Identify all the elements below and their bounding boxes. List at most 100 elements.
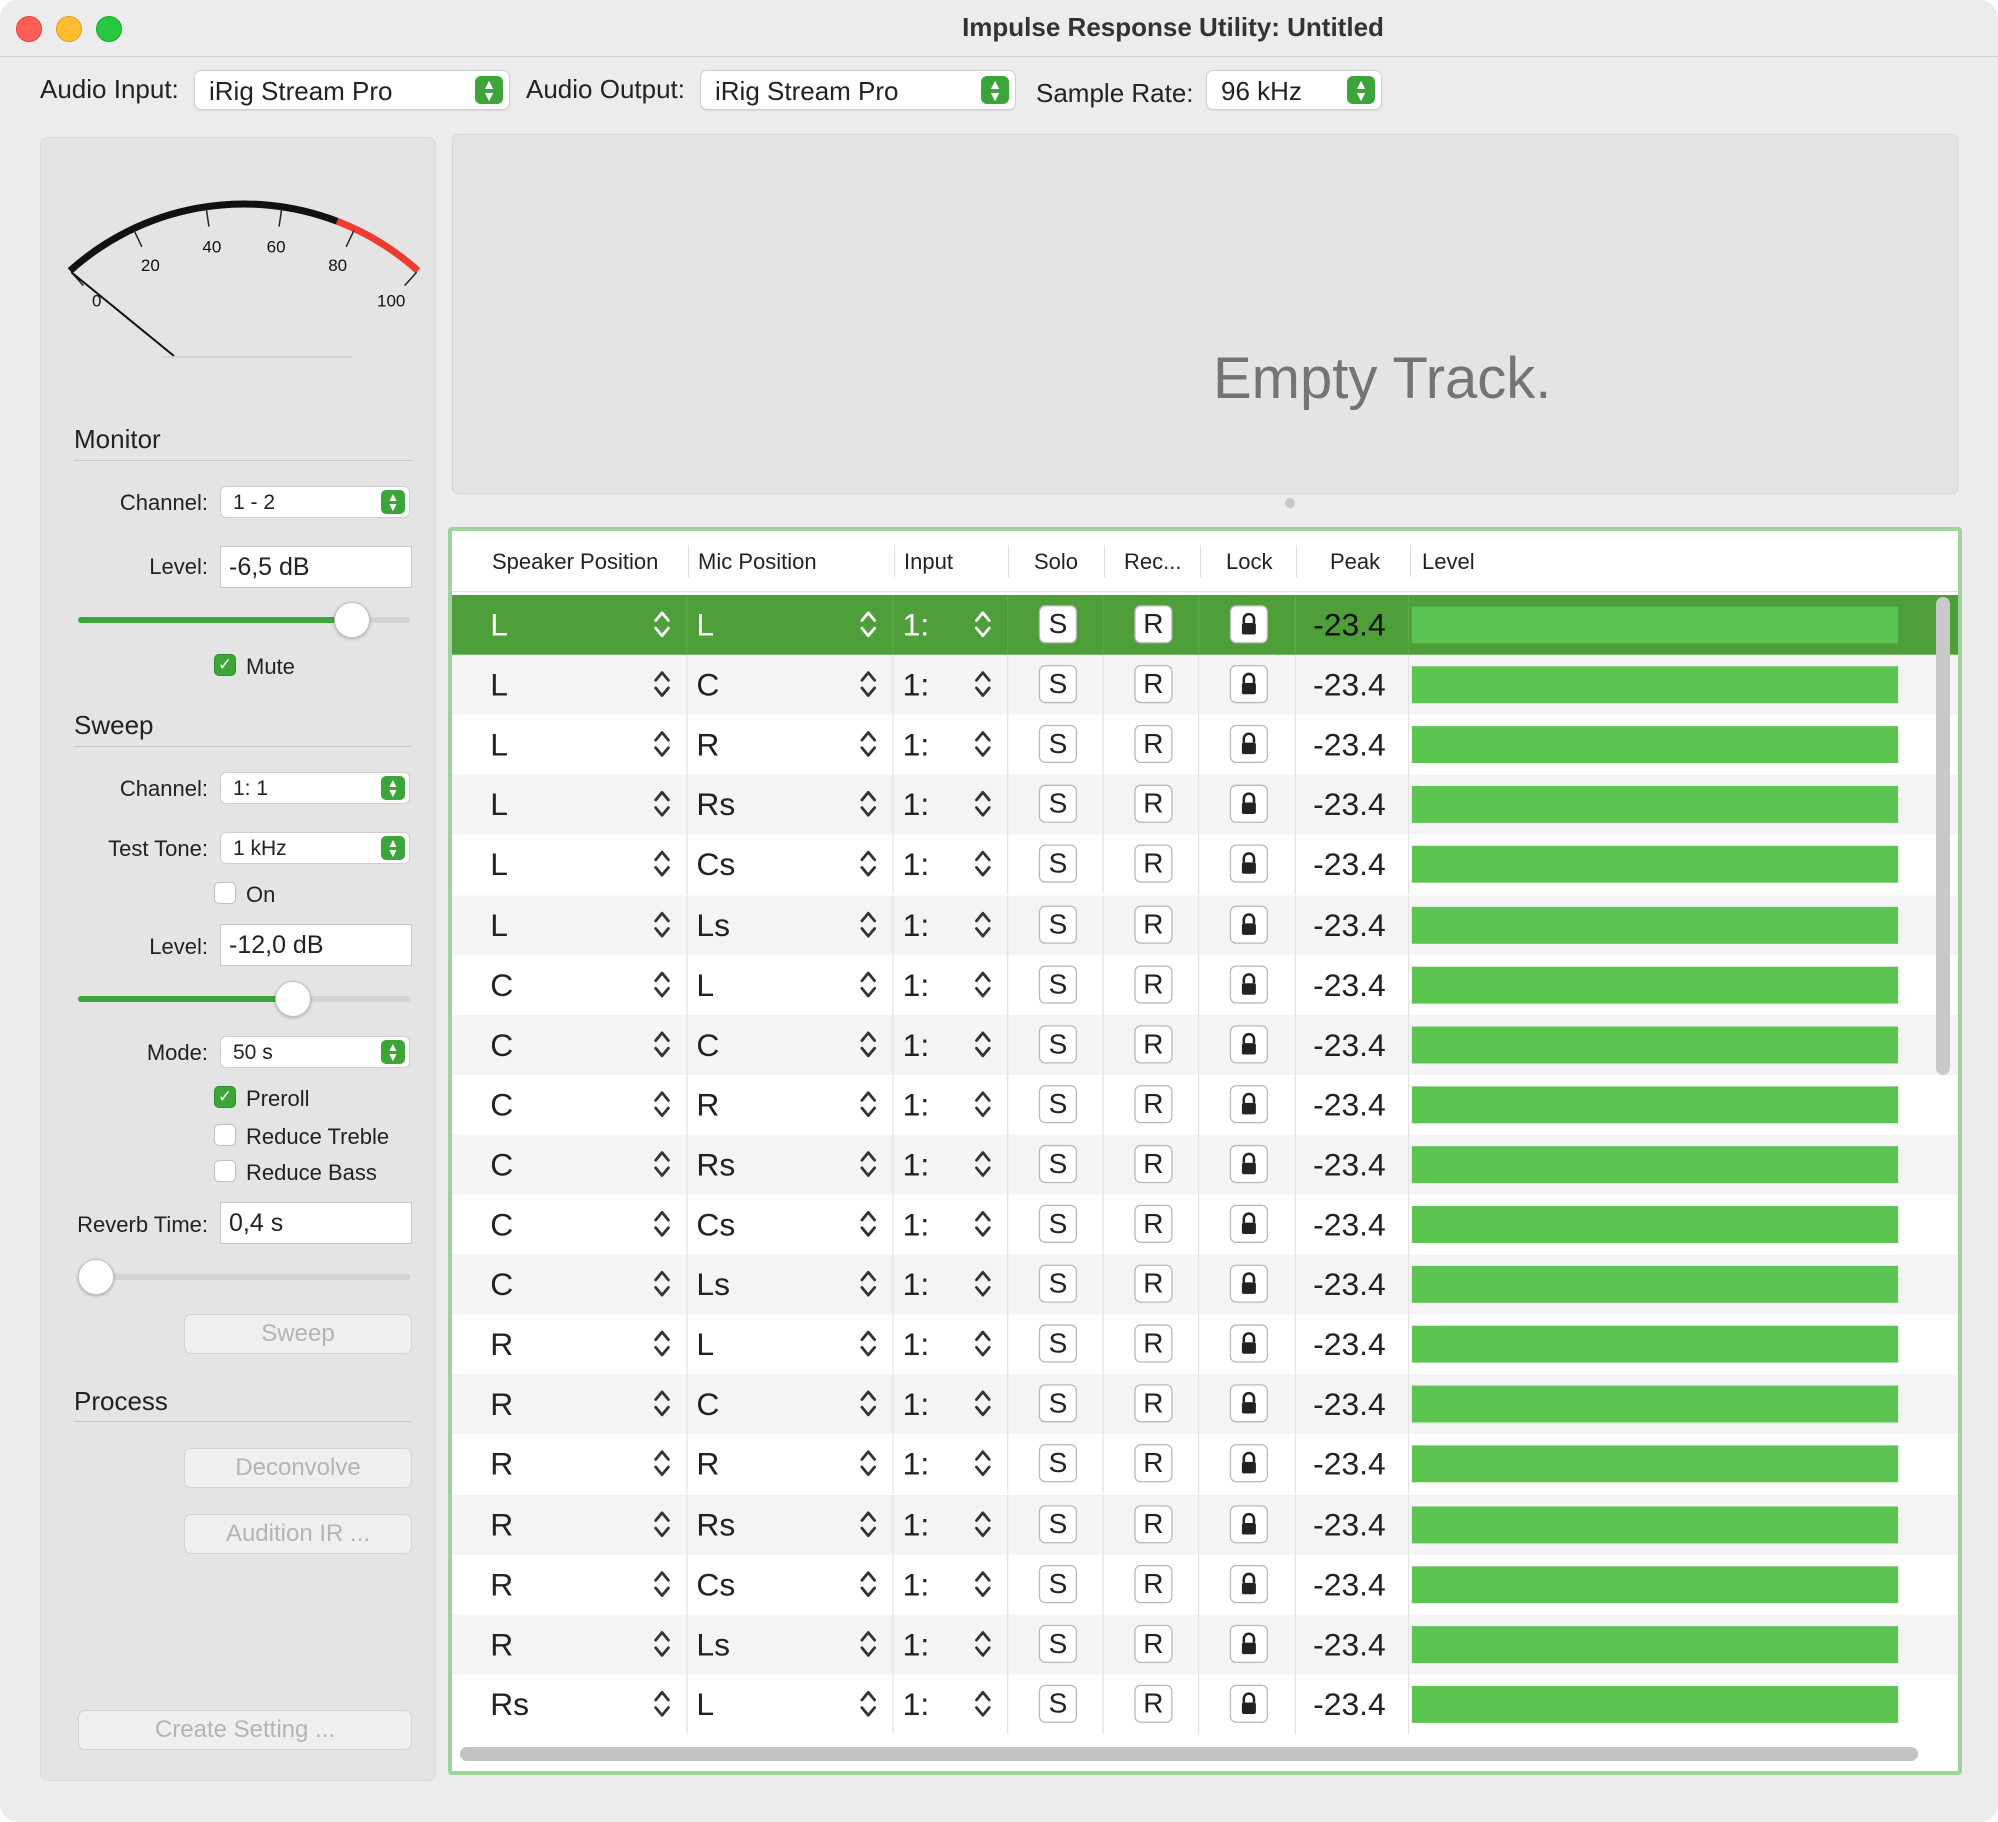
record-button[interactable]: R xyxy=(1134,904,1173,944)
table-row[interactable]: R Rs 1: S R -23.4 xyxy=(452,1494,1958,1555)
mic-stepper-icon[interactable] xyxy=(859,1627,877,1660)
lock-icon[interactable] xyxy=(1229,1324,1268,1363)
mic-stepper-icon[interactable] xyxy=(859,1087,877,1120)
sweep-channel-select[interactable]: 1: 1 ▲ ▼ xyxy=(220,772,410,804)
speaker-stepper-icon[interactable] xyxy=(653,1627,671,1660)
sweep-button[interactable]: Sweep xyxy=(184,1314,412,1354)
input-stepper-icon[interactable] xyxy=(974,1087,992,1120)
lock-icon[interactable] xyxy=(1229,1504,1268,1543)
record-button[interactable]: R xyxy=(1134,1504,1173,1543)
record-button[interactable]: R xyxy=(1134,1204,1173,1243)
solo-button[interactable]: S xyxy=(1038,785,1078,824)
waveform-view[interactable]: Empty Track. xyxy=(452,134,1958,494)
record-button[interactable]: R xyxy=(1134,1324,1173,1363)
table-row[interactable]: Rs L 1: S R -23.4 xyxy=(452,1674,1958,1735)
lock-icon[interactable] xyxy=(1229,1024,1268,1064)
input-stepper-icon[interactable] xyxy=(974,1507,992,1540)
mic-stepper-icon[interactable] xyxy=(859,728,877,761)
input-stepper-icon[interactable] xyxy=(974,1567,992,1600)
lock-icon[interactable] xyxy=(1229,1264,1268,1303)
lock-icon[interactable] xyxy=(1229,725,1268,764)
solo-button[interactable]: S xyxy=(1038,605,1078,644)
record-button[interactable]: R xyxy=(1134,1084,1173,1124)
solo-button[interactable]: S xyxy=(1038,1144,1078,1183)
header-input[interactable]: Input xyxy=(904,549,953,574)
input-stepper-icon[interactable] xyxy=(974,608,992,641)
mic-stepper-icon[interactable] xyxy=(859,1327,877,1360)
record-button[interactable]: R xyxy=(1134,725,1173,764)
solo-button[interactable]: S xyxy=(1038,665,1078,704)
input-stepper-icon[interactable] xyxy=(974,788,992,821)
preroll-checkbox[interactable]: ✓ xyxy=(214,1086,236,1108)
speaker-stepper-icon[interactable] xyxy=(653,967,671,1000)
mic-stepper-icon[interactable] xyxy=(859,608,877,641)
speaker-stepper-icon[interactable] xyxy=(653,788,671,821)
reduce-treble-checkbox[interactable] xyxy=(214,1124,236,1146)
lock-icon[interactable] xyxy=(1229,665,1268,704)
speaker-stepper-icon[interactable] xyxy=(653,1027,671,1060)
header-speaker-position[interactable]: Speaker Position xyxy=(492,549,659,574)
solo-button[interactable]: S xyxy=(1038,1024,1078,1064)
input-stepper-icon[interactable] xyxy=(974,668,992,701)
header-peak[interactable]: Peak xyxy=(1330,549,1381,574)
mic-stepper-icon[interactable] xyxy=(859,788,877,821)
solo-button[interactable]: S xyxy=(1038,1624,1078,1663)
audition-ir-button[interactable]: Audition IR ... xyxy=(184,1514,412,1554)
table-row[interactable]: L Ls 1: S R -23.4 xyxy=(452,894,1958,955)
solo-button[interactable]: S xyxy=(1038,1324,1078,1363)
input-stepper-icon[interactable] xyxy=(974,908,992,941)
table-row[interactable]: L R 1: S R -23.4 xyxy=(452,714,1958,775)
vertical-scrollbar[interactable] xyxy=(1936,597,1950,1075)
measurement-table[interactable]: Speaker Position Mic Position Input Solo… xyxy=(448,527,1962,1775)
minimize-window-button[interactable] xyxy=(56,16,82,42)
lock-icon[interactable] xyxy=(1229,904,1268,944)
table-row[interactable]: C Cs 1: S R -23.4 xyxy=(452,1194,1958,1255)
input-stepper-icon[interactable] xyxy=(974,1687,992,1720)
record-button[interactable]: R xyxy=(1134,1444,1173,1483)
deconvolve-button[interactable]: Deconvolve xyxy=(184,1448,412,1488)
input-stepper-icon[interactable] xyxy=(974,728,992,761)
solo-button[interactable]: S xyxy=(1038,1684,1078,1723)
solo-button[interactable]: S xyxy=(1038,845,1078,884)
record-button[interactable]: R xyxy=(1134,845,1173,884)
test-tone-select[interactable]: 1 kHz ▲ ▼ xyxy=(220,832,410,864)
solo-button[interactable]: S xyxy=(1038,1504,1078,1543)
table-row[interactable]: R Ls 1: S R -23.4 xyxy=(452,1614,1958,1675)
mic-stepper-icon[interactable] xyxy=(859,1567,877,1600)
table-row[interactable]: R R 1: S R -23.4 xyxy=(452,1434,1958,1495)
mic-stepper-icon[interactable] xyxy=(859,967,877,1000)
table-row[interactable]: L L 1: S R -23.4 xyxy=(452,595,1958,655)
table-row[interactable]: C Rs 1: S R -23.4 xyxy=(452,1134,1958,1195)
solo-button[interactable]: S xyxy=(1038,1564,1078,1603)
monitor-level-slider[interactable] xyxy=(78,602,410,638)
speaker-stepper-icon[interactable] xyxy=(653,1327,671,1360)
speaker-stepper-icon[interactable] xyxy=(653,1207,671,1240)
speaker-stepper-icon[interactable] xyxy=(653,1687,671,1720)
record-button[interactable]: R xyxy=(1134,785,1173,824)
header-level[interactable]: Level xyxy=(1422,549,1475,574)
horizontal-scrollbar[interactable] xyxy=(460,1747,1918,1761)
input-stepper-icon[interactable] xyxy=(974,1327,992,1360)
audio-output-select[interactable]: iRig Stream Pro ▲ ▼ xyxy=(700,70,1016,110)
speaker-stepper-icon[interactable] xyxy=(653,1267,671,1300)
lock-icon[interactable] xyxy=(1229,1444,1268,1483)
lock-icon[interactable] xyxy=(1229,1624,1268,1663)
mic-stepper-icon[interactable] xyxy=(859,1147,877,1180)
mic-stepper-icon[interactable] xyxy=(859,1267,877,1300)
input-stepper-icon[interactable] xyxy=(974,967,992,1000)
slider-knob[interactable] xyxy=(78,1259,114,1295)
input-stepper-icon[interactable] xyxy=(974,1627,992,1660)
mic-stepper-icon[interactable] xyxy=(859,848,877,881)
record-button[interactable]: R xyxy=(1134,1624,1173,1663)
solo-button[interactable]: S xyxy=(1038,1444,1078,1483)
table-row[interactable]: L Cs 1: S R -23.4 xyxy=(452,834,1958,895)
solo-button[interactable]: S xyxy=(1038,1084,1078,1124)
speaker-stepper-icon[interactable] xyxy=(653,848,671,881)
table-row[interactable]: C R 1: S R -23.4 xyxy=(452,1074,1958,1135)
mic-stepper-icon[interactable] xyxy=(859,1207,877,1240)
speaker-stepper-icon[interactable] xyxy=(653,1387,671,1420)
record-button[interactable]: R xyxy=(1134,964,1173,1004)
sweep-level-slider[interactable] xyxy=(78,981,410,1017)
lock-icon[interactable] xyxy=(1229,605,1268,644)
splitter-handle[interactable] xyxy=(1285,498,1295,508)
